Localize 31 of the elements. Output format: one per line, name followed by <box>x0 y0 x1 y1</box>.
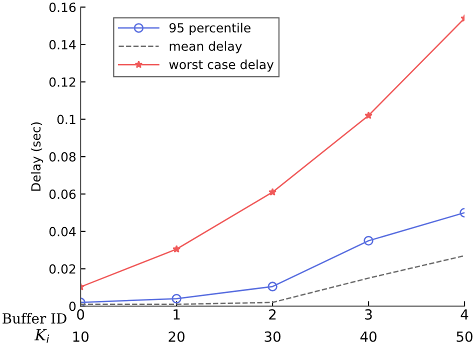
legend-label: worst case delay <box>169 60 274 72</box>
x2-tick-label: 40 <box>360 331 376 342</box>
point <box>172 244 181 253</box>
y-tick-label: 0.14 <box>49 40 76 50</box>
x2-tick-label: 30 <box>264 331 280 342</box>
legend-label: 95 percentile <box>169 22 250 35</box>
y-tick-label: 0.02 <box>49 264 76 274</box>
point <box>268 282 278 292</box>
legend-label: mean delay <box>170 41 242 54</box>
x-tick-label: 3 <box>365 309 372 320</box>
point <box>364 236 374 246</box>
x-tick-label: 1 <box>174 309 180 320</box>
x2-tick-label: 20 <box>168 331 184 342</box>
x-tick-label: 2 <box>269 309 276 320</box>
y-tick-label: 0 <box>69 302 76 312</box>
y-tick-label: 0.04 <box>49 226 76 236</box>
y-tick-label: 0.16 <box>49 2 76 12</box>
x2-tick-label: 10 <box>73 331 88 342</box>
point <box>268 188 277 196</box>
point <box>172 294 182 304</box>
x-tick-label: 0 <box>77 309 84 320</box>
x-tick-label: 4 <box>460 309 468 320</box>
y-axis-title: Delay (sec) <box>30 122 44 191</box>
point <box>364 111 373 120</box>
y-tick-label: 0.1 <box>57 114 76 124</box>
y-tick-label: 0.12 <box>49 77 76 87</box>
y-tick-label: 0.06 <box>49 189 76 199</box>
x2-axis-title: K$_{i}$ <box>34 329 50 343</box>
x-axis-title: Buffer ID <box>2 312 66 324</box>
y-tick-label: 0.08 <box>49 152 76 162</box>
x2-tick-label: 50 <box>456 331 472 342</box>
